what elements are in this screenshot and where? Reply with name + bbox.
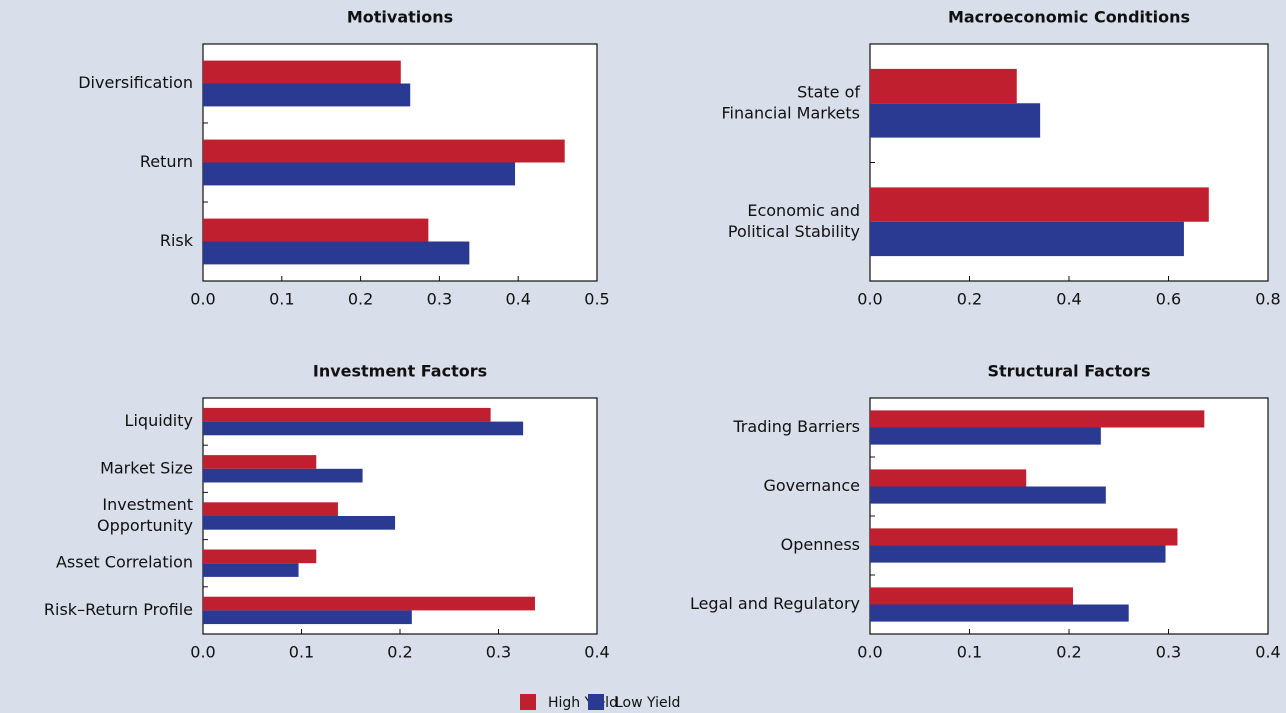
bar <box>203 455 317 469</box>
bar <box>203 516 396 530</box>
y-tick-label: Legal and Regulatory <box>690 594 860 613</box>
bar <box>870 528 1178 546</box>
legend-label: High Yield <box>548 695 618 711</box>
bar <box>203 83 411 107</box>
x-tick-label: 0.0 <box>190 290 215 309</box>
chart-title: Investment Factors <box>313 362 487 381</box>
bar <box>870 68 1017 104</box>
x-tick-label: 0.1 <box>289 643 314 662</box>
x-tick-label: 0.3 <box>1156 643 1181 662</box>
x-tick-label: 0.4 <box>1255 643 1280 662</box>
bar <box>870 221 1184 257</box>
bar <box>203 162 516 186</box>
x-tick-label: 0.3 <box>427 290 452 309</box>
chart-title: Macroeconomic Conditions <box>948 8 1190 27</box>
y-tick-label: Market Size <box>100 458 193 477</box>
x-tick-label: 0.4 <box>584 643 609 662</box>
bar <box>870 545 1166 563</box>
y-tick-label: Investment <box>102 495 193 514</box>
x-tick-label: 0.2 <box>957 290 982 309</box>
bar <box>203 421 524 436</box>
y-tick-label: Opportunity <box>97 516 193 535</box>
x-tick-label: 0.4 <box>505 290 530 309</box>
bar <box>203 549 317 564</box>
bar <box>203 468 363 483</box>
x-tick-label: 0.5 <box>584 290 609 309</box>
y-tick-label: State of <box>797 82 860 101</box>
bar <box>870 187 1209 222</box>
bar <box>203 502 338 516</box>
x-tick-label: 0.6 <box>1156 290 1181 309</box>
y-tick-label: Asset Correlation <box>56 553 193 572</box>
y-tick-label: Financial Markets <box>722 103 860 122</box>
bar <box>203 139 565 163</box>
y-tick-label: Risk–Return Profile <box>44 600 193 619</box>
bar <box>870 427 1101 445</box>
bar <box>870 469 1027 487</box>
y-tick-label: Political Stability <box>728 222 860 241</box>
x-tick-label: 0.0 <box>190 643 215 662</box>
y-tick-label: Liquidity <box>125 411 193 430</box>
x-tick-label: 0.0 <box>857 643 882 662</box>
y-tick-label: Risk <box>160 231 194 250</box>
x-tick-label: 0.2 <box>1056 643 1081 662</box>
y-tick-label: Openness <box>781 535 860 554</box>
chart-title: Structural Factors <box>987 362 1150 381</box>
x-tick-label: 0.1 <box>269 290 294 309</box>
bar <box>203 596 535 611</box>
x-tick-label: 0.1 <box>957 643 982 662</box>
bar <box>870 604 1129 622</box>
bar <box>203 60 401 84</box>
y-tick-label: Governance <box>763 476 860 495</box>
bar <box>870 587 1073 605</box>
bar <box>203 407 491 422</box>
bar <box>203 218 429 242</box>
legend-swatch <box>588 694 604 710</box>
x-tick-label: 0.8 <box>1255 290 1280 309</box>
x-tick-label: 0.2 <box>387 643 412 662</box>
y-tick-label: Return <box>140 152 193 171</box>
bar <box>870 486 1106 504</box>
x-tick-label: 0.4 <box>1056 290 1081 309</box>
y-tick-label: Diversification <box>78 73 193 92</box>
legend-swatch <box>520 694 536 710</box>
legend-label: Low Yield <box>615 695 680 711</box>
x-tick-label: 0.2 <box>348 290 373 309</box>
bar <box>870 103 1041 138</box>
x-tick-label: 0.0 <box>857 290 882 309</box>
bar <box>870 410 1205 428</box>
x-tick-label: 0.3 <box>486 643 511 662</box>
bar <box>203 563 299 577</box>
bar <box>203 241 470 265</box>
y-tick-label: Economic and <box>747 201 860 220</box>
chart-title: Motivations <box>347 8 453 27</box>
bar <box>203 610 412 625</box>
y-tick-label: Trading Barriers <box>732 417 860 436</box>
